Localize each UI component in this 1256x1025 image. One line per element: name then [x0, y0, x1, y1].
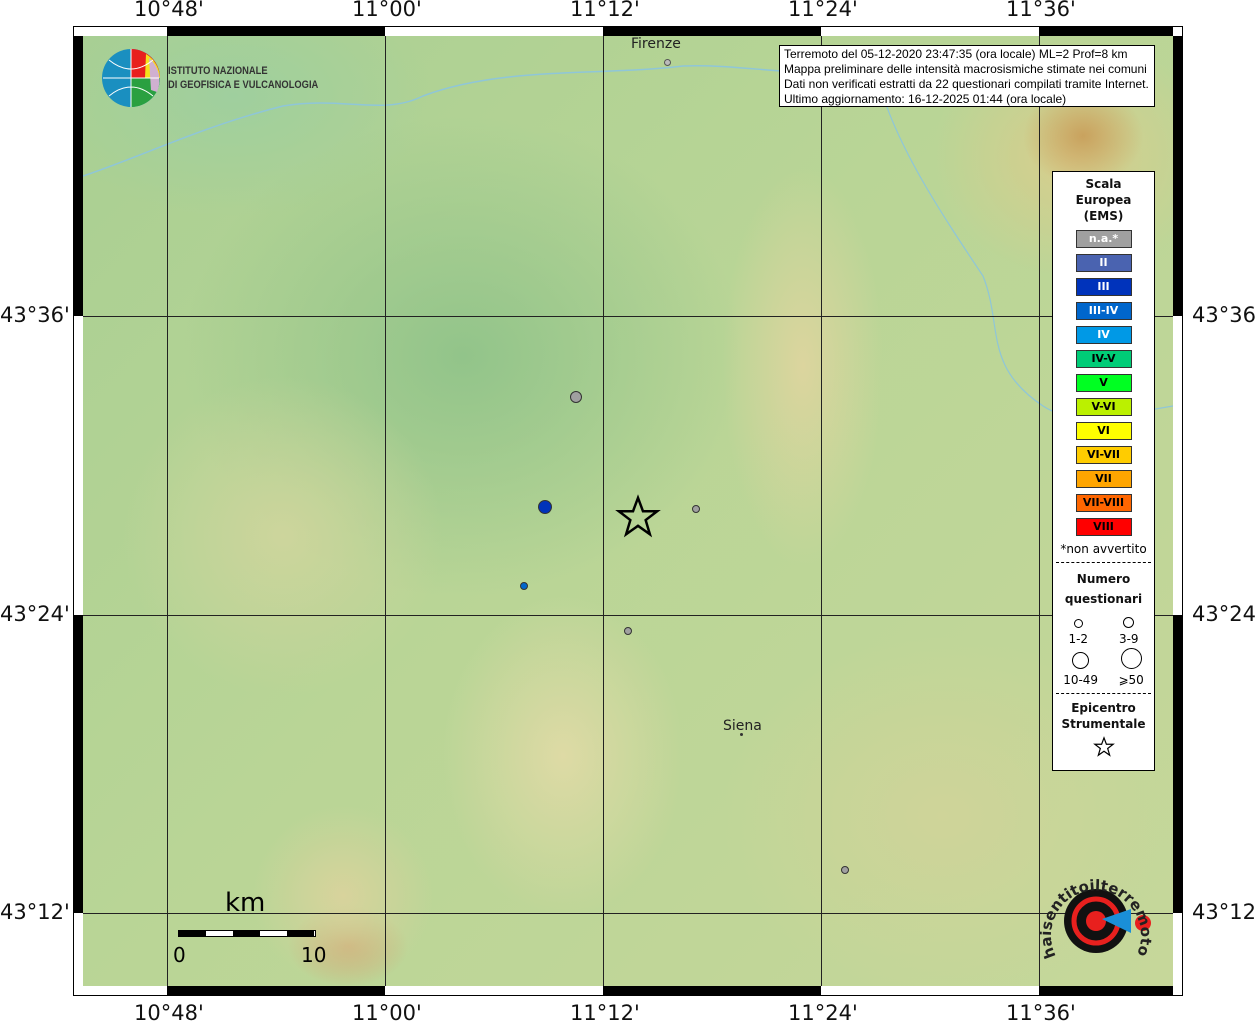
intensity-swatch: III-IV: [1075, 302, 1132, 320]
map-area[interactable]: Firenze Siena km 0 10 ISTITUTO NAZIONALE…: [83, 36, 1173, 986]
scale-start: 0: [173, 943, 186, 967]
count-circle-icon: [1120, 648, 1142, 669]
lon-tick-bottom: 11°00': [352, 1001, 422, 1025]
intensity-point[interactable]: [692, 505, 700, 513]
intensity-swatch: V-VI: [1075, 398, 1132, 416]
intensity-point[interactable]: [538, 500, 552, 514]
epicenter-title: Strumentale: [1061, 717, 1146, 731]
ingv-globe-logo: [102, 49, 160, 107]
info-line: Terremoto del 05-12-2020 23:47:35 (ora l…: [784, 47, 1128, 61]
intensity-swatch: V: [1075, 374, 1132, 392]
intensity-swatch: VI-VII: [1075, 446, 1132, 464]
lat-tick-right: 43°36': [1192, 303, 1256, 327]
star-icon: [1092, 736, 1115, 757]
intensity-swatch: VI: [1075, 422, 1132, 440]
parallel: [83, 615, 1173, 616]
lat-tick-left: 43°36': [0, 303, 70, 327]
frame-band: [1039, 27, 1173, 36]
epicenter-star-icon[interactable]: [615, 494, 661, 540]
intensity-scale: n.a.* II III III-IV IV IV-V V V-VI VI VI-VII VII VI…: [1053, 230, 1154, 536]
meridian: [603, 36, 604, 986]
intensity-swatch: VII: [1075, 470, 1132, 488]
city-dot-siena: [740, 733, 743, 736]
frame-band: [167, 986, 385, 995]
intensity-point[interactable]: [520, 582, 528, 590]
epicenter-title: Epicentro: [1071, 701, 1136, 715]
lat-tick-right: 43°24': [1192, 602, 1256, 626]
event-info-box: Terremoto del 05-12-2020 23:47:35 (ora l…: [779, 45, 1155, 107]
lon-tick-top: 10°48': [134, 0, 204, 21]
ingv-logo-text: ISTITUTO NAZIONALE DI GEOFISICA E VULCAN…: [168, 64, 318, 92]
lon-tick-top: 11°00': [352, 0, 422, 21]
ingv-line2: DI GEOFISICA E VULCANOLOGIA: [168, 79, 319, 91]
city-label-firenze: Firenze: [631, 36, 681, 52]
intensity-swatch: IV-V: [1075, 350, 1132, 368]
meridian: [821, 36, 822, 986]
parallel: [83, 316, 1173, 317]
lon-tick-bottom: 11°12': [570, 1001, 640, 1025]
intensity-point[interactable]: [624, 627, 632, 635]
meridian: [385, 36, 386, 986]
lon-tick-bottom: 11°24': [788, 1001, 858, 1025]
legend-title: Scala: [1085, 177, 1122, 191]
frame-band: [1173, 615, 1182, 913]
legend-note: *non avvertito: [1060, 542, 1147, 556]
intensity-point[interactable]: [570, 391, 582, 403]
count-title: Numero: [1076, 572, 1131, 586]
divider: [1056, 693, 1151, 694]
divider: [1056, 562, 1151, 563]
haisentito-logo: haisentitoilterremoto.it www.: [1036, 861, 1155, 961]
meridian: [1039, 36, 1040, 986]
lat-tick-left: 43°12': [0, 900, 70, 924]
frame-band: [1173, 36, 1182, 316]
lat-tick-left: 43°24': [0, 602, 70, 626]
count-circle-icon: [1123, 617, 1135, 628]
lon-tick-bottom: 10°48': [134, 1001, 204, 1025]
intensity-swatch: VII-VIII: [1075, 494, 1132, 512]
count-label: 1-2: [1068, 632, 1089, 646]
frame-band: [603, 27, 821, 36]
lon-tick-bottom: 11°36': [1006, 1001, 1076, 1025]
frame-band: [603, 986, 821, 995]
count-title: questionari: [1064, 592, 1143, 606]
frame-band: [167, 27, 385, 36]
count-circle-icon: [1072, 652, 1090, 669]
intensity-swatch: IV: [1075, 326, 1132, 344]
ingv-line1: ISTITUTO NAZIONALE: [168, 65, 268, 77]
count-circle-icon: [1073, 619, 1083, 628]
info-line: Ultimo aggiornamento: 16-12-2025 01:44 (…: [784, 92, 1067, 106]
meridian: [167, 36, 168, 986]
info-line: Dati non verificati estratti da 22 quest…: [784, 77, 1149, 91]
intensity-swatch: II: [1075, 254, 1132, 272]
intensity-swatch: VIII: [1075, 518, 1132, 536]
lon-tick-top: 11°12': [570, 0, 640, 21]
frame-band: [74, 615, 83, 913]
lat-tick-right: 43°12': [1192, 900, 1256, 924]
legend: Scala Europea (EMS) n.a.* II III III-IV IV IV…: [1052, 171, 1155, 771]
count-label: 3-9: [1118, 632, 1139, 646]
frame-band: [1039, 986, 1173, 995]
count-label: 10-49: [1063, 673, 1099, 687]
lon-tick-top: 11°24': [788, 0, 858, 21]
city-dot-firenze: [664, 59, 671, 66]
legend-title: (EMS): [1083, 209, 1124, 223]
intensity-swatch: n.a.*: [1075, 230, 1132, 248]
intensity-swatch: III: [1075, 278, 1132, 296]
scale-unit: km: [225, 888, 266, 918]
legend-title: Europea: [1075, 193, 1132, 207]
intensity-point[interactable]: [841, 866, 849, 874]
lon-tick-top: 11°36': [1006, 0, 1076, 21]
info-line: Mappa preliminare delle intensità macros…: [784, 62, 1147, 76]
frame-band: [74, 36, 83, 316]
count-label: ⩾50: [1118, 673, 1144, 687]
parallel: [83, 913, 1173, 914]
scale-bar: [178, 930, 316, 937]
scale-end: 10: [301, 943, 327, 967]
city-label-siena: Siena: [723, 718, 762, 734]
